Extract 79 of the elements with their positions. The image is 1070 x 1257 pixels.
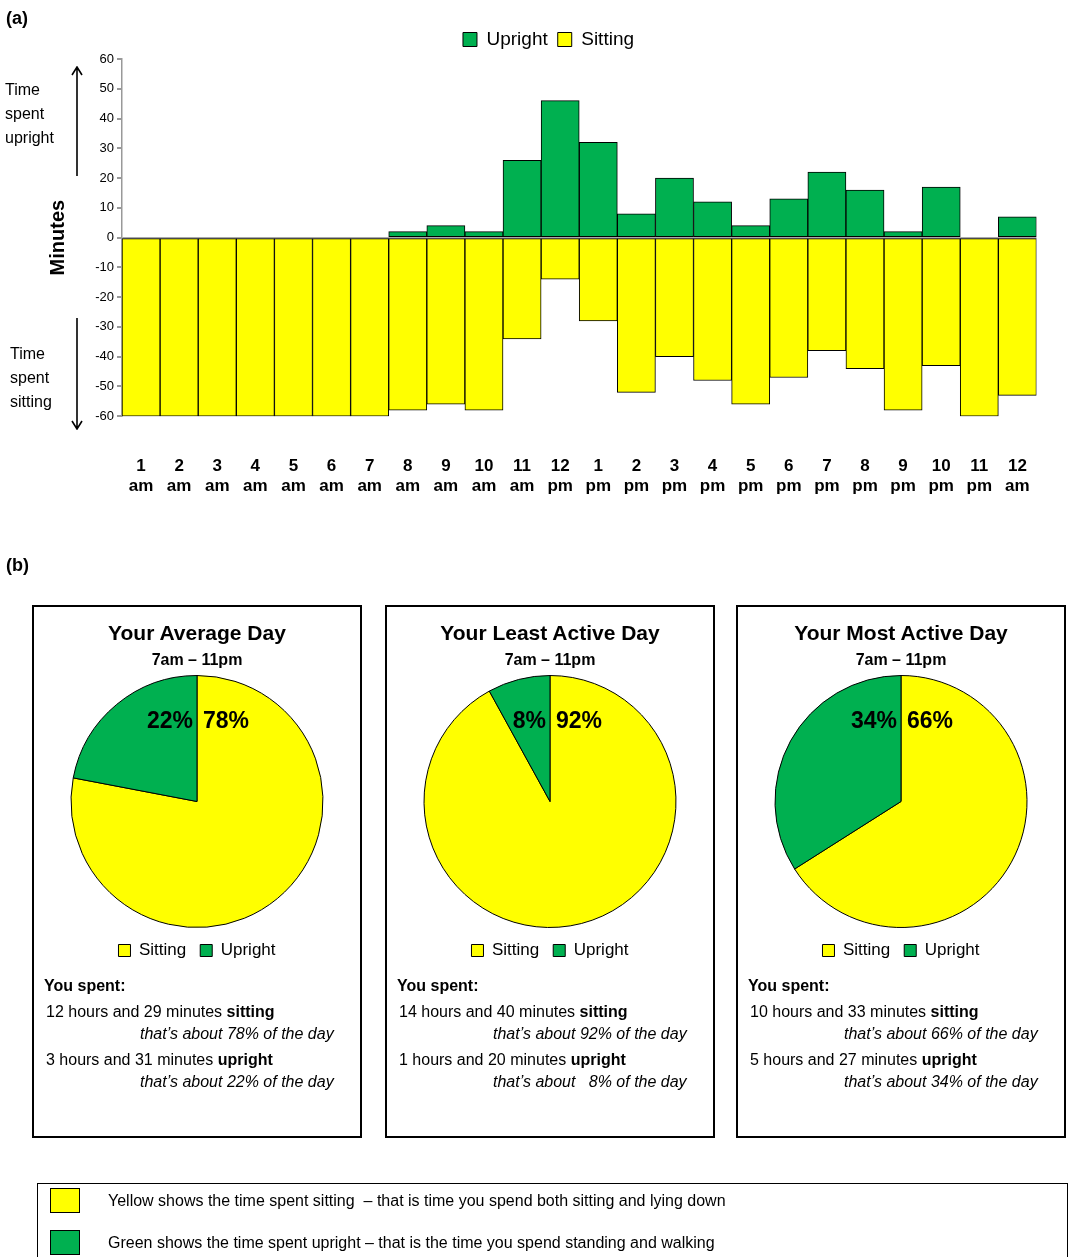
x-tick-label: 6 am xyxy=(319,456,344,496)
x-tick-label: 7 am xyxy=(357,456,382,496)
text: Yellow shows the time spent sitting – that is time you spend both sitting and lying down xyxy=(108,1191,726,1210)
x-tick-label: 11 am xyxy=(509,456,535,496)
text: Green shows the time spent upright – that is the time you spend standing and walking xyxy=(108,1233,715,1252)
x-tick-label: 8 am xyxy=(395,456,421,496)
x-tick-label: 2 am xyxy=(166,456,192,496)
text: You spent: xyxy=(44,977,127,995)
legend-label: Sitting xyxy=(581,27,635,49)
text: that’s about 22% of the day xyxy=(139,1073,336,1091)
y-tick-label: 40 xyxy=(99,110,114,126)
text: that’s about 34% of the day xyxy=(843,1073,1040,1091)
x-tick-label: 8 pm xyxy=(852,456,878,496)
y-tick-label: -50 xyxy=(95,378,114,394)
x-tick-label: 9 pm xyxy=(890,456,916,496)
text: (a) xyxy=(6,8,28,29)
text: Time spent sitting xyxy=(10,344,53,412)
x-tick-label: 3 pm xyxy=(661,456,688,496)
x-tick-label: 3 am xyxy=(204,456,230,496)
x-tick-label: 5 pm xyxy=(737,456,764,496)
data-label: 34% xyxy=(850,707,897,734)
data-label: 92% xyxy=(556,707,603,734)
legend-label: Upright xyxy=(573,940,629,960)
x-tick-label: 1 am xyxy=(128,456,154,496)
text: that’s about 66% of the day xyxy=(843,1025,1040,1043)
text: that’s about 92% of the day xyxy=(492,1025,689,1043)
legend-label: Sitting xyxy=(138,940,187,960)
x-tick-label: 9 am xyxy=(433,456,459,496)
chart-title: Your Least Active Day xyxy=(439,621,661,645)
y-tick-label: -30 xyxy=(95,318,114,334)
text: You spent: xyxy=(397,977,480,995)
chart-title: Your Most Active Day xyxy=(793,621,1009,645)
y-tick-label: 30 xyxy=(99,139,114,155)
chart-title: Your Average Day xyxy=(107,621,287,645)
text: 14 hours and 40 minutes sitting xyxy=(398,1003,629,1021)
legend-label: Sitting xyxy=(842,940,891,960)
x-tick-label: 1 pm xyxy=(585,456,612,496)
text: You spent: xyxy=(748,977,831,995)
x-tick-label: 11 pm xyxy=(966,456,993,496)
text: 10 hours and 33 minutes sitting xyxy=(749,1003,980,1021)
y-axis-title: Minutes xyxy=(45,199,68,276)
data-label: 8% xyxy=(512,707,546,734)
y-tick-label: -60 xyxy=(95,407,114,423)
x-tick-label: 12 pm xyxy=(547,456,573,496)
x-tick-label: 10 pm xyxy=(928,456,954,496)
text: Time spent upright xyxy=(5,80,55,148)
data-label: 78% xyxy=(203,707,250,734)
text: that’s about 78% of the day xyxy=(139,1025,336,1043)
y-tick-label: -40 xyxy=(95,348,114,364)
y-tick-label: 50 xyxy=(99,80,114,96)
text: 5 hours and 27 minutes upright xyxy=(749,1051,978,1069)
chart-subtitle: 7am – 11pm xyxy=(150,651,244,669)
legend-label: Upright xyxy=(486,27,549,49)
x-tick-label: 4 am xyxy=(243,456,268,496)
text: 12 hours and 29 minutes sitting xyxy=(45,1003,276,1021)
x-tick-label: 10 am xyxy=(471,456,497,496)
y-tick-label: 60 xyxy=(99,50,114,66)
y-tick-label: -10 xyxy=(95,258,114,274)
data-label: 22% xyxy=(146,707,193,734)
text: 1 hours and 20 minutes upright xyxy=(398,1051,627,1069)
x-tick-label: 12 am xyxy=(1005,456,1030,496)
y-tick-label: 0 xyxy=(106,229,114,245)
y-tick-label: -20 xyxy=(95,288,114,304)
text: (b) xyxy=(6,555,29,576)
legend-label: Upright xyxy=(220,940,276,960)
y-tick-label: 20 xyxy=(99,169,114,185)
data-label: 66% xyxy=(907,707,954,734)
x-tick-label: 5 am xyxy=(281,456,306,496)
x-tick-label: 7 pm xyxy=(814,456,840,496)
legend-label: Upright xyxy=(924,940,980,960)
legend-label: Sitting xyxy=(491,940,540,960)
x-tick-label: 6 pm xyxy=(776,456,802,496)
text: 3 hours and 31 minutes upright xyxy=(45,1051,274,1069)
chart-subtitle: 7am – 11pm xyxy=(854,651,948,669)
y-tick-label: 10 xyxy=(99,199,114,215)
x-tick-label: 4 pm xyxy=(699,456,726,496)
x-tick-label: 2 pm xyxy=(623,456,650,496)
text: that’s about 8% of the day xyxy=(492,1073,688,1091)
chart-subtitle: 7am – 11pm xyxy=(503,651,597,669)
